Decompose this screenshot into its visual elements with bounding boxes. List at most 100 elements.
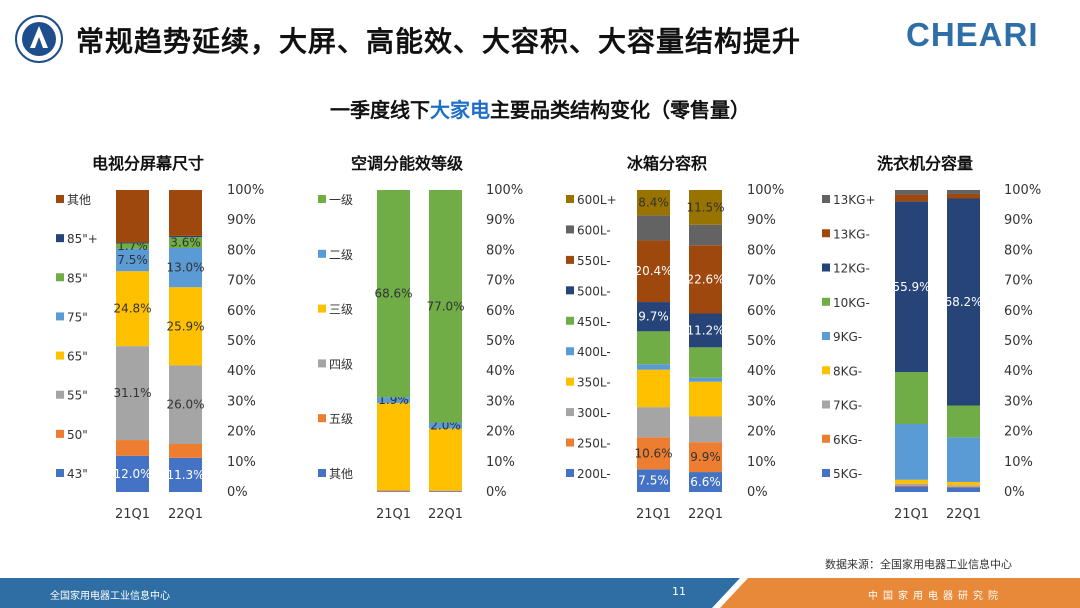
- y-tick-label: 60%: [486, 304, 515, 319]
- bar-segment: [169, 457, 202, 492]
- bar-segment: [116, 271, 149, 347]
- y-tick-label: 80%: [1004, 243, 1033, 258]
- y-tick-label: 10%: [227, 455, 256, 470]
- y-tick-label: 60%: [227, 304, 256, 319]
- legend-label: 85": [67, 271, 88, 285]
- y-tick-label: 50%: [1004, 334, 1033, 349]
- legend-label: 四级: [329, 357, 353, 371]
- y-tick-label: 50%: [747, 334, 776, 349]
- chart-panel-2: 7.5% 10.6% 9.7% 20.4% 8.4% 21Q1 6.6% 9.9% 11.2% 2…: [566, 183, 784, 522]
- legend-swatch: [822, 469, 830, 477]
- bar-segment: [895, 483, 928, 486]
- y-tick-label: 40%: [747, 364, 776, 379]
- bar-segment: [895, 423, 928, 480]
- data-label: 6.6%: [690, 475, 721, 489]
- y-tick-label: 70%: [227, 274, 256, 289]
- data-label: 31.1%: [113, 386, 151, 400]
- bar-segment: [689, 442, 722, 473]
- bar-segment: [689, 224, 722, 246]
- legend-swatch: [318, 469, 326, 477]
- bar-segment: [689, 313, 722, 348]
- legend-swatch: [318, 249, 326, 258]
- legend-label: 200L-: [577, 467, 611, 481]
- bar-segment: [689, 245, 722, 314]
- legend-swatch: [566, 408, 574, 417]
- y-tick-label: 0%: [747, 485, 768, 500]
- bar-segment: [429, 490, 462, 492]
- y-tick-label: 40%: [227, 364, 256, 379]
- legend-swatch: [566, 195, 574, 203]
- legend-swatch: [318, 359, 326, 368]
- bar-segment: [637, 302, 670, 332]
- legend-label: 350L-: [577, 376, 611, 390]
- legend-swatch: [822, 229, 830, 238]
- bar-segment: [169, 237, 202, 248]
- data-label: 10.6%: [634, 446, 672, 460]
- bar-segment: [689, 416, 722, 443]
- y-tick-label: 30%: [486, 394, 515, 409]
- bar-segment: [895, 372, 928, 424]
- legend-label: 五级: [329, 412, 353, 426]
- y-tick-label: 50%: [227, 334, 256, 349]
- bar-segment: [947, 486, 980, 488]
- y-tick-label: 100%: [747, 183, 784, 198]
- legend-swatch: [822, 366, 830, 375]
- data-label: 26.0%: [166, 398, 204, 412]
- y-tick-label: 20%: [747, 425, 776, 440]
- data-label: 22.6%: [686, 272, 724, 286]
- bar-segment: [947, 190, 980, 194]
- legend-label: 10KG-: [833, 296, 870, 310]
- legend-swatch: [318, 195, 326, 203]
- footer-band: [0, 578, 1080, 608]
- data-label: 12.0%: [113, 467, 151, 481]
- page-number: 11: [672, 585, 686, 598]
- legend-label: 65": [67, 350, 88, 364]
- bar-segment: [637, 331, 670, 365]
- subtitle-prefix: 一季度线下: [330, 98, 430, 122]
- data-label: 8.4%: [638, 196, 669, 210]
- bar-segment: [637, 437, 670, 470]
- data-label: 7.5%: [638, 474, 669, 488]
- legend-swatch: [56, 312, 64, 321]
- legend-swatch: [56, 234, 64, 243]
- bar-segment: [895, 190, 928, 195]
- washer-chart-title: 洗衣机分容量: [876, 154, 973, 173]
- legend-swatch: [566, 347, 574, 356]
- legend-label: 三级: [329, 303, 353, 317]
- y-tick-label: 60%: [1004, 304, 1033, 319]
- legend-swatch: [566, 469, 574, 477]
- data-label: 20.4%: [634, 264, 672, 278]
- legend-label: 其他: [329, 467, 353, 481]
- legend-label: 300L-: [577, 406, 611, 420]
- bar-segment: [429, 422, 462, 429]
- legend-swatch: [566, 255, 574, 264]
- bar-segment: [116, 440, 149, 456]
- legend-swatch: [318, 304, 326, 313]
- bar-segment: [116, 190, 149, 243]
- legend-swatch: [822, 195, 830, 203]
- institute-logo-icon: [15, 15, 63, 63]
- legend-label: 250L-: [577, 437, 611, 451]
- bar-segment: [169, 190, 202, 236]
- y-tick-label: 70%: [486, 274, 515, 289]
- bar-segment: [895, 485, 928, 487]
- legend-label: 55": [67, 389, 88, 403]
- data-label: 68.6%: [374, 287, 412, 301]
- bar-segment: [377, 491, 410, 492]
- data-label: 9.7%: [638, 310, 669, 324]
- legend-label: 7KG-: [833, 399, 862, 413]
- bar-segment: [637, 364, 670, 370]
- category-tick-label: 22Q1: [688, 507, 723, 522]
- chart-panel-1: 1.9%68.6%21Q12.0%77.0%22Q10%10%20%30%40%…: [318, 183, 523, 522]
- subtitle-highlight: 大家电: [430, 98, 490, 122]
- data-label: 24.8%: [113, 302, 151, 316]
- data-label: 11.2%: [686, 323, 724, 337]
- data-label: 68.2%: [944, 295, 982, 309]
- legend-swatch: [822, 332, 830, 340]
- y-tick-label: 70%: [747, 274, 776, 289]
- bar-segment: [947, 437, 980, 482]
- data-label: 25.9%: [166, 319, 204, 333]
- legend-label: 500L-: [577, 284, 611, 298]
- y-tick-label: 60%: [747, 304, 776, 319]
- legend-swatch: [56, 351, 64, 360]
